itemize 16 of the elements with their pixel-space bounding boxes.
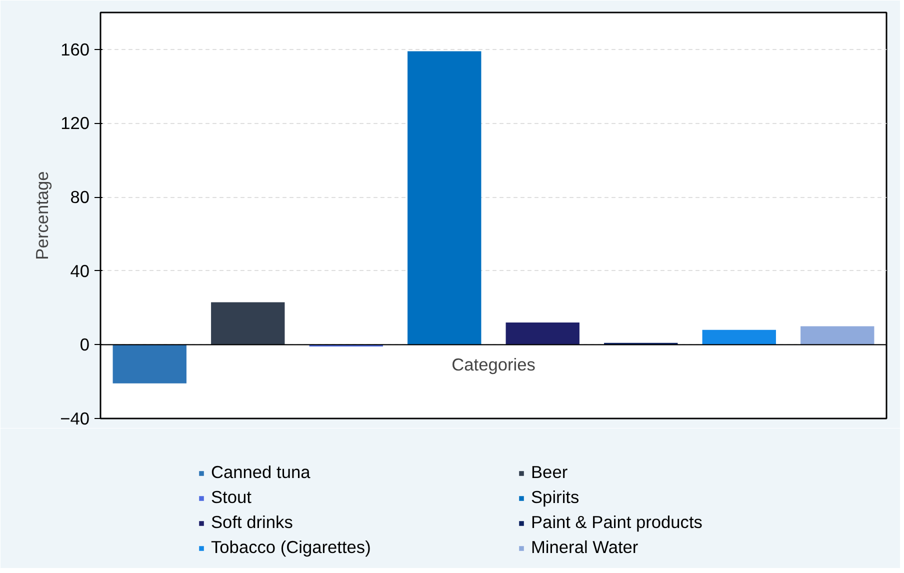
y-axis-title: Percentage [32, 171, 52, 260]
legend-label: Mineral Water [531, 537, 640, 558]
y-tick-label: 80 [70, 187, 90, 208]
legend-label: Soft drinks [211, 512, 294, 533]
legend-label: Stout [211, 487, 252, 508]
y-tick-label: 0 [80, 334, 90, 355]
legend-label: Paint & Paint products [531, 512, 704, 533]
x-tick-label: Categories [452, 354, 536, 375]
y-tick-label: 160 [60, 39, 90, 60]
legend-label: Beer [531, 462, 569, 483]
y-tick-label: 120 [60, 113, 90, 134]
y-tick-label: 40 [70, 260, 90, 281]
y-tick-label: −40 [60, 408, 90, 428]
legend-label: Canned tuna [211, 462, 312, 483]
legend-label: Spirits [531, 487, 580, 508]
legend-label: Tobacco (Cigarettes) [211, 537, 372, 558]
